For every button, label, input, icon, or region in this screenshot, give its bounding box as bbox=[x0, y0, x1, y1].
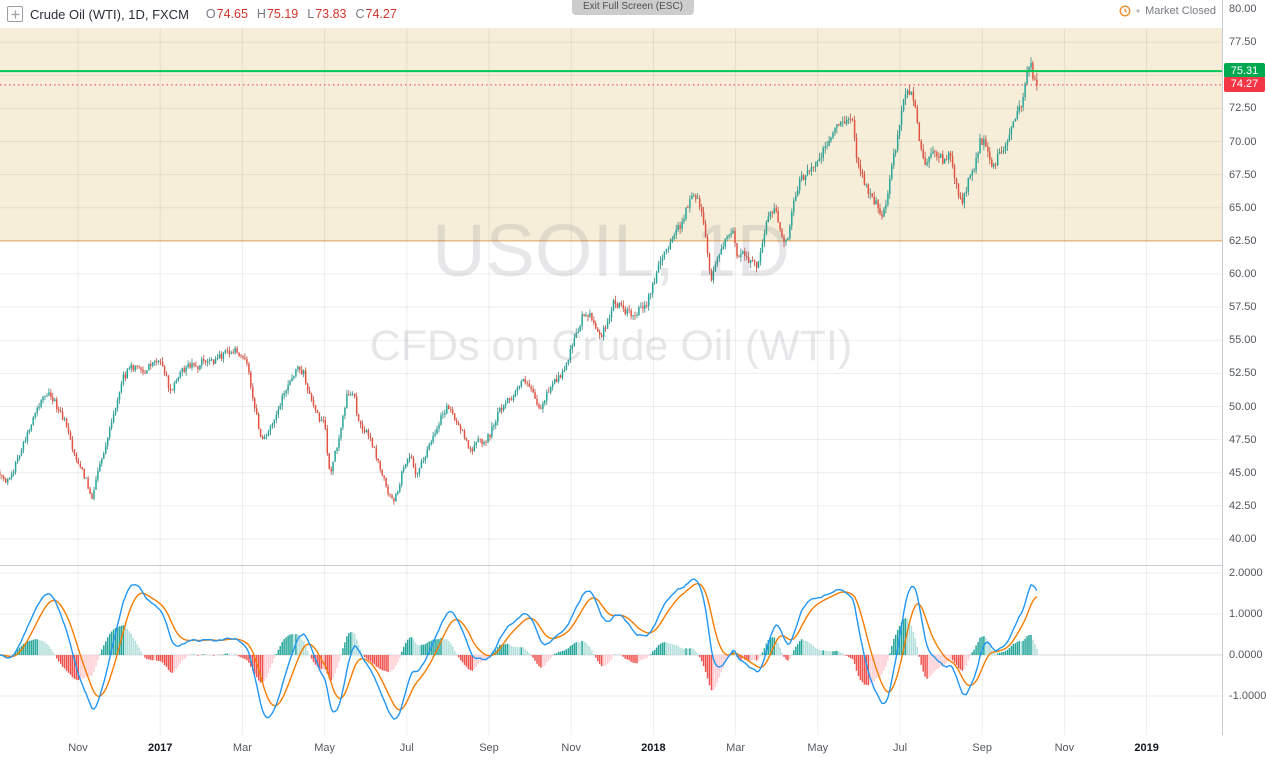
macd-tick-label: -1.0000 bbox=[1229, 690, 1266, 702]
time-tick-label: Jul bbox=[399, 742, 414, 754]
price-tick-label: 80.00 bbox=[1229, 3, 1257, 15]
price-tick-label: 67.50 bbox=[1229, 168, 1257, 181]
price-tick-label: 47.50 bbox=[1229, 433, 1257, 446]
macd-tick-label: 2.0000 bbox=[1229, 567, 1263, 579]
level-price-badge: 75.31 bbox=[1224, 63, 1265, 79]
price-tick-label: 72.50 bbox=[1229, 102, 1257, 115]
time-tick-label: Jul bbox=[892, 742, 908, 754]
time-tick-label: Nov bbox=[68, 742, 88, 754]
price-tick-label: 45.00 bbox=[1229, 466, 1257, 479]
macd-tick-label: 1.0000 bbox=[1229, 608, 1263, 620]
time-tick-label: Mar bbox=[232, 742, 252, 754]
status-bullet: • bbox=[1135, 4, 1141, 18]
price-tick-label: 62.50 bbox=[1229, 234, 1257, 247]
price-tick-label: 50.00 bbox=[1229, 400, 1257, 413]
price-tick-label: 77.50 bbox=[1229, 36, 1257, 49]
time-tick-label: 2019 bbox=[1134, 742, 1159, 754]
time-tick-label: Mar bbox=[726, 742, 746, 754]
open-value: 74.65 bbox=[216, 7, 248, 21]
low-value: 73.83 bbox=[315, 7, 347, 21]
plus-icon bbox=[11, 10, 19, 18]
price-pane-canvas[interactable] bbox=[0, 28, 1222, 565]
last-price-badge: 74.27 bbox=[1224, 76, 1265, 92]
symbol-title[interactable]: Crude Oil (WTI), 1D, FXCM bbox=[30, 6, 189, 22]
close-label: C bbox=[355, 7, 365, 21]
ohlc-values: O74.65 H75.19 L73.83 C74.27 bbox=[206, 7, 397, 21]
price-tick-label: 60.00 bbox=[1229, 268, 1257, 280]
macd-tick-label: 0.0000 bbox=[1229, 649, 1263, 661]
open-label: O bbox=[205, 7, 216, 21]
high-label: H bbox=[256, 7, 266, 21]
time-tick-label: 2018 bbox=[641, 742, 666, 754]
market-status[interactable]: • Market Closed bbox=[1119, 5, 1216, 17]
close-pair: C74.27 bbox=[355, 7, 396, 21]
time-tick-label: Nov bbox=[561, 742, 581, 754]
market-status-label: Market Closed bbox=[1145, 5, 1216, 17]
time-tick-label: Sep bbox=[479, 742, 499, 754]
price-tick-label: 57.50 bbox=[1229, 301, 1257, 314]
price-tick-label: 52.50 bbox=[1229, 367, 1257, 380]
low-pair: L73.83 bbox=[307, 7, 346, 21]
low-label: L bbox=[307, 7, 315, 21]
price-tick-label: 42.50 bbox=[1229, 499, 1257, 512]
high-pair: H75.19 bbox=[257, 7, 298, 21]
time-tick-label: 2017 bbox=[147, 742, 173, 754]
close-value: 74.27 bbox=[365, 7, 397, 21]
time-axis[interactable]: Nov 2017 Mar May Jul Sep Nov 2018 Mar May Jul Sep No… bbox=[0, 735, 1266, 763]
time-tick-label: Nov bbox=[1054, 742, 1075, 754]
time-tick-label: Sep bbox=[972, 742, 992, 754]
price-axis[interactable]: 75.31 74.27 80.00 77.50 72.50 70.00 67.50 65.… bbox=[1222, 0, 1266, 735]
price-tick-label: 40.00 bbox=[1229, 533, 1257, 545]
price-tick-label: 55.00 bbox=[1229, 334, 1257, 347]
time-tick-label: May bbox=[314, 742, 335, 754]
chart-legend: Crude Oil (WTI), 1D, FXCM O74.65 H75.19 … bbox=[0, 0, 1229, 28]
legend-expand-icon[interactable] bbox=[7, 6, 23, 22]
exit-fullscreen-button[interactable]: Exit Full Screen (ESC) bbox=[571, 0, 695, 15]
high-value: 75.19 bbox=[266, 7, 299, 21]
price-tick-label: 70.00 bbox=[1229, 135, 1257, 148]
price-tick-label: 65.00 bbox=[1229, 201, 1257, 214]
macd-pane-canvas[interactable] bbox=[0, 565, 1222, 735]
time-tick-label: May bbox=[807, 742, 829, 754]
pane-separator[interactable] bbox=[0, 565, 1266, 566]
market-closed-clock-icon bbox=[1119, 5, 1131, 17]
open-pair: O74.65 bbox=[206, 7, 248, 21]
